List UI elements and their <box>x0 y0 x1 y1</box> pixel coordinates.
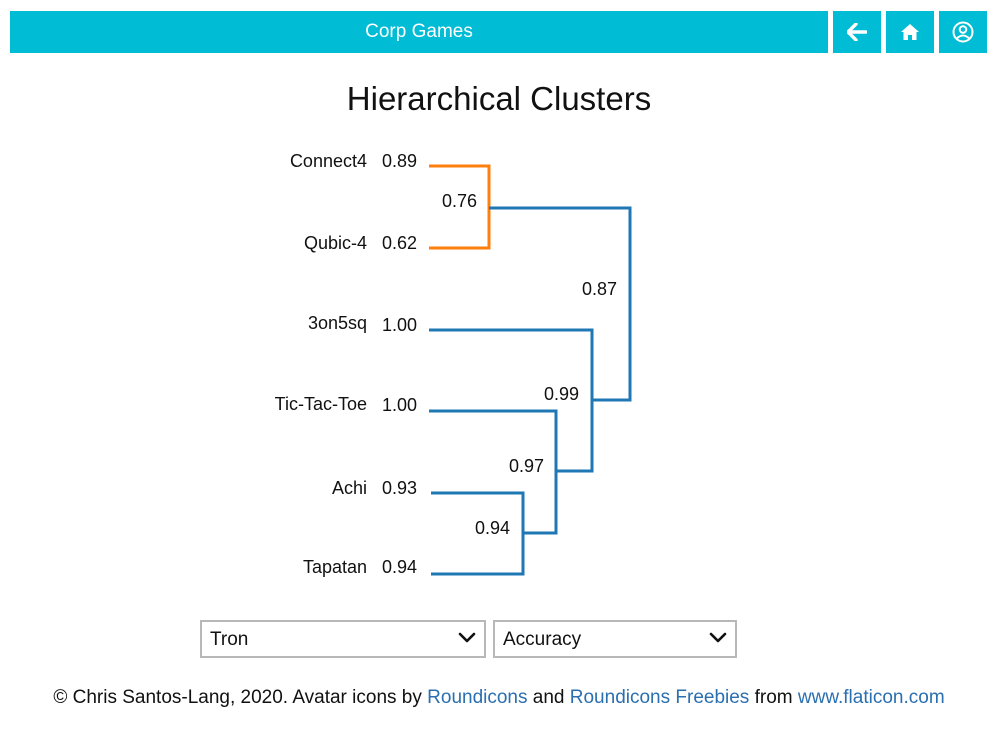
merge-value: 0.76 <box>442 191 477 211</box>
metric-select[interactable]: Accuracy <box>493 620 737 658</box>
footer-prefix: © Chris Santos-Lang, 2020. Avatar icons … <box>53 687 428 708</box>
merge-value: 0.94 <box>475 518 510 538</box>
leaf-value: 0.89 <box>382 151 417 171</box>
leaf-value: 1.00 <box>382 395 417 415</box>
page-title: Hierarchical Clusters <box>346 80 652 117</box>
home-button[interactable] <box>886 11 934 53</box>
leaf-value: 0.62 <box>382 233 417 253</box>
leaf-label: Tic-Tac-Toe <box>275 394 367 414</box>
chevron-down-icon <box>709 632 727 643</box>
leaf-value: 1.00 <box>382 315 417 335</box>
leaf-label: Tapatan <box>303 557 367 577</box>
top-bar: Corp Games <box>10 11 988 53</box>
game-select-value: Tron <box>210 629 249 650</box>
branch-root <box>489 206 632 402</box>
merge-value: 0.97 <box>509 456 544 476</box>
leaf-value: 0.94 <box>382 557 417 577</box>
user-button[interactable] <box>939 11 987 53</box>
metric-select-value: Accuracy <box>503 629 582 650</box>
leaf-label: 3on5sq <box>308 313 367 333</box>
dendrogram-chart: Connect4 Qubic-4 3on5sq Tic-Tac-Toe Achi… <box>275 151 632 577</box>
leaf-label: Achi <box>332 478 367 498</box>
footer-from: from <box>749 687 798 708</box>
leaf-label: Qubic-4 <box>304 233 367 253</box>
leaf-value: 0.93 <box>382 478 417 498</box>
chevron-down-icon <box>458 632 476 643</box>
roundicons-freebies-link[interactable]: Roundicons Freebies <box>569 687 750 708</box>
footer: © Chris Santos-Lang, 2020. Avatar icons … <box>0 687 998 709</box>
back-button[interactable] <box>833 11 881 53</box>
user-circle-icon <box>952 21 974 43</box>
app-title: Corp Games <box>10 11 828 53</box>
footer-and: and <box>527 687 570 708</box>
home-icon <box>901 24 919 40</box>
game-select[interactable]: Tron <box>200 620 486 658</box>
roundicons-link[interactable]: Roundicons <box>427 687 528 708</box>
merge-value: 0.87 <box>582 279 617 299</box>
flaticon-link[interactable]: www.flaticon.com <box>797 687 945 708</box>
arrow-left-icon <box>847 23 867 41</box>
leaf-label: Connect4 <box>290 151 367 171</box>
merge-value: 0.99 <box>544 384 579 404</box>
